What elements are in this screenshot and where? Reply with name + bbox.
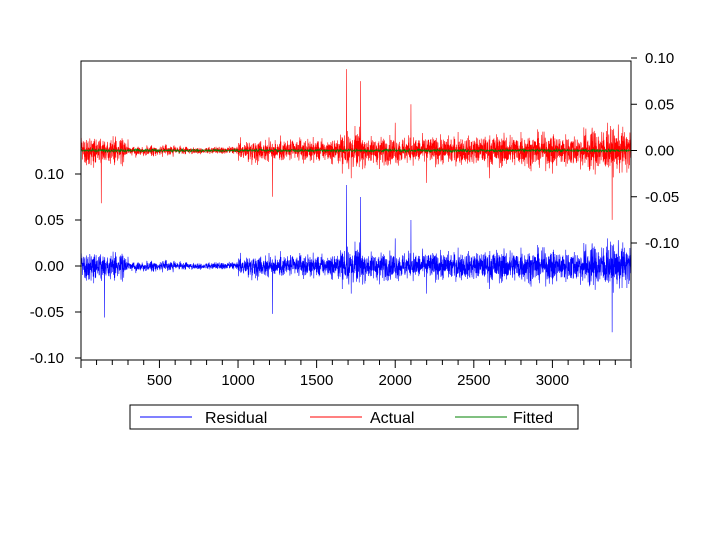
legend-label-residual: Residual [205, 410, 267, 427]
right-tick-label: 0.10 [645, 50, 674, 67]
left-tick-label: 0.05 [35, 212, 64, 229]
x-tick-label: 2500 [457, 372, 490, 389]
legend-label-fitted: Fitted [513, 410, 553, 427]
left-y-axis: -0.10 -0.05 0.00 0.05 0.10 [30, 166, 81, 367]
right-y-axis: -0.10 -0.05 0.00 0.05 0.10 [631, 50, 679, 252]
x-tick-label: 3000 [536, 372, 569, 389]
x-tick-label: 1000 [221, 372, 254, 389]
right-tick-label: -0.10 [645, 235, 679, 252]
plot-layer [80, 69, 632, 333]
right-tick-label: 0.00 [645, 143, 674, 160]
left-tick-label: 0.00 [35, 258, 64, 275]
x-axis: 500 1000 1500 2000 2500 3000 [80, 360, 632, 389]
series-line-fitted [80, 147, 632, 154]
left-tick-label: -0.10 [30, 350, 64, 367]
plot-frame [80, 60, 632, 361]
legend-label-actual: Actual [370, 410, 414, 427]
legend: Residual Actual Fitted [129, 404, 579, 430]
left-tick-label: 0.10 [35, 166, 64, 183]
x-tick-label: 2000 [379, 372, 412, 389]
left-tick-label: -0.05 [30, 304, 64, 321]
right-tick-label: -0.05 [645, 189, 679, 206]
x-tick-label: 1500 [300, 372, 333, 389]
right-tick-label: 0.05 [645, 96, 674, 113]
series-line-residual [80, 185, 632, 333]
x-tick-label: 500 [147, 372, 172, 389]
